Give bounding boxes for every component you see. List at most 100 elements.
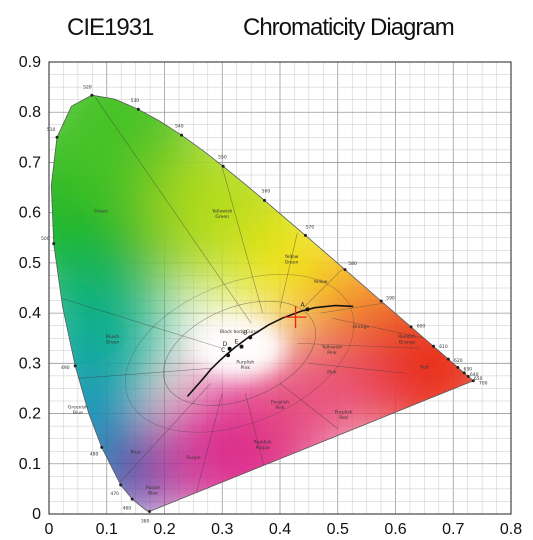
wavelength-label: 580 [348,261,357,267]
wavelength-dot [471,379,475,383]
x-tick-label: 0.4 [269,521,291,538]
region-label: Purplish Red [335,410,353,422]
illuminant-points: A B CD E [221,301,310,358]
wavelength-dot [343,268,347,272]
region-label: Bluish Green [106,334,120,346]
y-tick-label: 0.8 [19,104,41,121]
wavelength-dot [119,483,123,487]
wavelength-label: 600 [417,324,426,330]
y-tick-label: 0.4 [19,305,41,322]
region-boundary [302,267,344,309]
y-tick-label: 0.1 [19,456,41,473]
region-label: Orange [353,324,370,330]
illuminant-label: D [223,341,228,348]
y-tick-label: 0.7 [19,154,41,171]
wavelength-label: 500 [41,236,50,242]
wavelength-label: 460 [123,506,132,512]
x-axis-ticks: 0 0.1 0.2 0.3 0.4 0.5 0.6 0.7 0.8 [45,521,523,538]
wavelength-label: 700 [479,380,488,386]
region-label: Reddish Purple [254,440,272,452]
illuminant-point [305,307,310,312]
illuminant-point [239,344,244,349]
wavelength-dot [409,325,413,329]
wavelength-label: 650 [474,376,483,382]
wavelength-label: 520 [83,84,92,90]
x-tick-label: 0.7 [442,521,464,538]
wavelength-dot [262,198,266,202]
wavelength-label: 640 [470,372,479,378]
x-tick-label: 0.2 [153,521,175,538]
region-boundary [279,383,338,429]
region-boundary [163,300,317,406]
region-boundary [118,383,211,485]
wavelength-dot [379,299,383,303]
wavelength-dot [221,164,225,168]
region-boundary [60,297,223,349]
region-boundary [308,363,408,374]
wavelength-dot [303,233,307,237]
y-axis-ticks: 0 0.1 0.2 0.3 0.4 0.5 0.6 0.7 0.8 0.9 [19,54,41,523]
wavelength-dot [130,497,134,501]
wavelength-dot [73,364,77,368]
region-label: Yellowish Green [211,209,232,221]
region-boundary [221,167,263,314]
gamut-pink [254,333,375,454]
region-label: Yellow [312,279,327,285]
wavelength-dot [52,242,56,246]
y-tick-label: 0.2 [19,406,41,423]
wavelength-label: 630 [463,366,472,372]
y-tick-label: 0.5 [19,255,41,272]
region-label: Purple [186,455,200,461]
region-boundary [297,342,419,349]
region-label: Purplish Pink [271,400,289,412]
wavelength-dot [136,107,140,111]
wavelength-dot [431,344,435,348]
wavelength-dot [446,357,450,361]
wavelength-labels: 380 460 470 480 490 500 510 520 530 540 550 560 570 5… [41,84,488,524]
wavelength-label: 620 [454,358,463,364]
wavelength-label: 490 [61,365,70,371]
wavelength-dot [100,445,104,449]
wavelength-dot [466,374,470,378]
wavelength-label: 480 [90,452,99,458]
region-boundary [279,232,298,309]
region-label: Green [94,209,108,215]
region-label: Purple Blue [146,485,160,497]
illuminant-label: B [243,329,247,336]
x-tick-label: 0.8 [500,521,522,538]
region-label: Pink [327,369,337,375]
plot-frame [48,61,512,515]
wavelength-dot [90,93,94,97]
region-boundary [331,317,425,339]
wavelength-label: 570 [306,225,315,231]
x-tick-label: 0 [45,521,54,538]
wavelength-label: 470 [110,491,119,497]
region-label: Purplish Pink [236,359,254,371]
region-label: Yellow Green [284,254,299,266]
region-boundary [94,96,252,324]
region-label: Black body Curve [220,329,260,335]
illuminant-label: A [300,301,305,308]
wavelength-label: 540 [175,123,184,129]
wavelength-label: 530 [131,98,140,104]
wavelength-dot [55,135,59,139]
region-label: Blue [131,450,141,456]
wavelength-label: 590 [386,295,395,301]
region-boundary [193,393,223,505]
region-label: Reddish Orange [398,334,416,346]
region-boundary [77,368,211,379]
wavelength-label: 380 [141,519,150,525]
wavelength-dot [148,509,152,513]
wavelength-dot [180,133,184,137]
illuminant-point [227,346,232,351]
wavelength-label: 560 [262,188,271,194]
region-boundary [124,274,355,433]
x-tick-label: 0.1 [96,521,118,538]
region-boundary [320,302,384,314]
gamut-white-center [193,318,286,379]
chromaticity-marker [284,306,307,329]
region-label: Yellowish Pink [321,344,342,356]
wavelength-dots [52,93,475,513]
wavelength-dot [462,371,466,375]
